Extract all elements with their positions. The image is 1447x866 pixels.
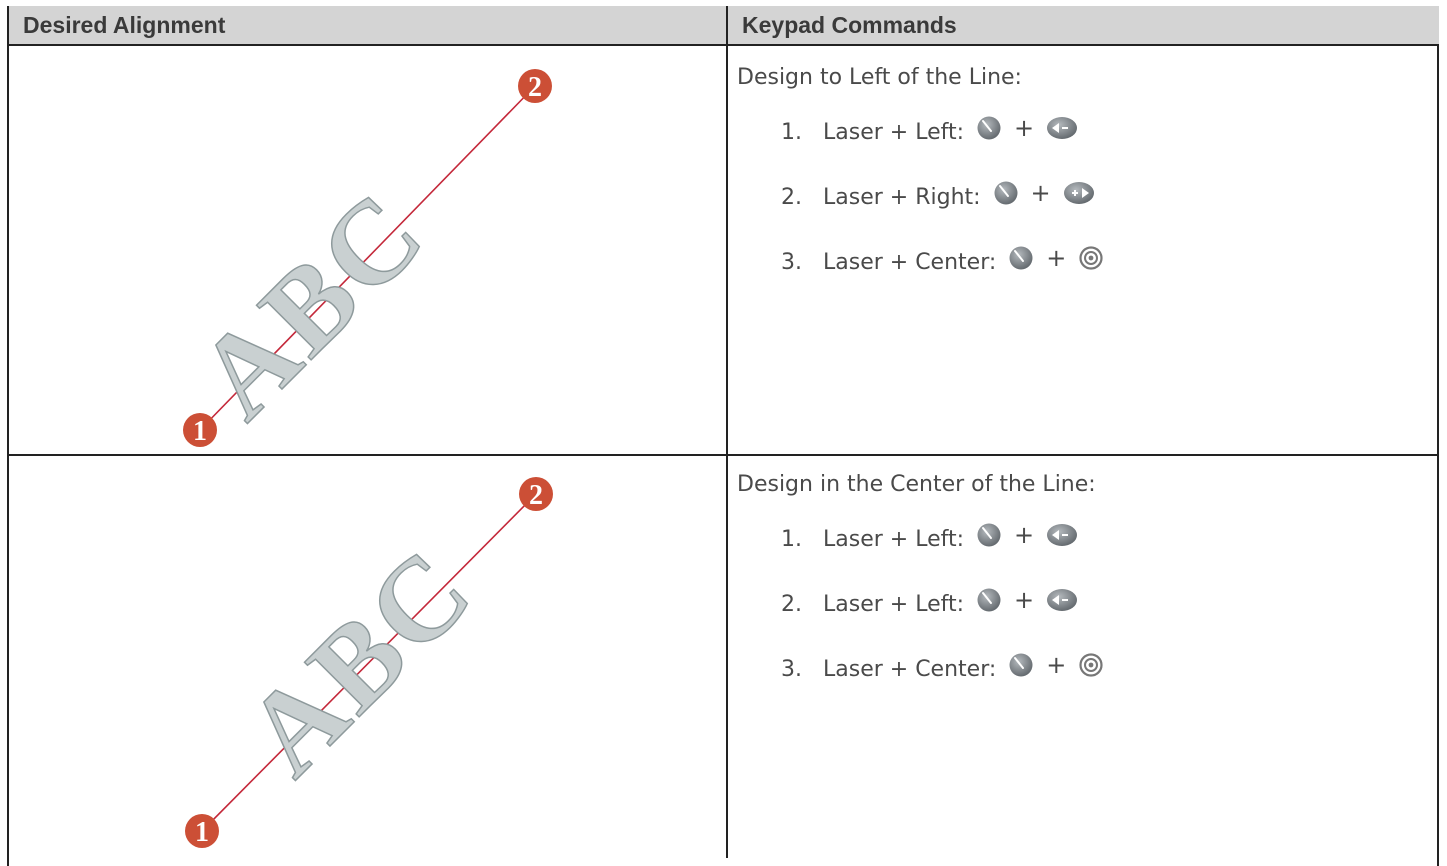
point-marker (519, 477, 553, 511)
plus: + (1014, 520, 1035, 549)
step-number: 2. (781, 592, 802, 617)
point-marker (185, 814, 219, 848)
row-divider (7, 454, 1439, 456)
left-key (1046, 115, 1078, 141)
point-number: 2 (528, 72, 542, 103)
point-number: 1 (195, 817, 209, 848)
step-label: Laser + Left: (823, 527, 965, 552)
step: 3. Laser + Center: + (737, 230, 1427, 295)
step: 3. Laser + Center: + (737, 637, 1427, 702)
plus: + (1014, 113, 1035, 142)
column-divider (726, 6, 728, 858)
center-key (1078, 245, 1104, 271)
step-label: Laser + Center: (823, 250, 997, 275)
commands-cell: Design in the Center of the Line: 1. Las… (737, 463, 1427, 702)
cell-heading: Design to Left of the Line: (737, 65, 1022, 90)
header-text: Keypad Commands (742, 12, 957, 38)
laser-key (1008, 245, 1034, 271)
step-number: 2. (781, 185, 802, 210)
left-key (1046, 522, 1078, 548)
design-text: ABC (172, 165, 449, 442)
plus: + (1046, 650, 1067, 679)
step: 1. Laser + Left: + (737, 507, 1427, 572)
point-number: 2 (529, 480, 543, 511)
step: 2. Laser + Right: + (737, 165, 1427, 230)
step-label: Laser + Center: (823, 657, 997, 682)
step-label: Laser + Left: (823, 592, 965, 617)
right-key (1063, 180, 1095, 206)
laser-key (1008, 652, 1034, 678)
cell-heading: Design in the Center of the Line: (737, 472, 1096, 497)
step-number: 1. (781, 120, 802, 145)
illustration: ABC 1 2 (172, 69, 552, 447)
point-number: 1 (193, 416, 207, 447)
plus: + (1014, 585, 1035, 614)
header-cell: Desired Alignment (9, 6, 726, 46)
commands-cell: Design to Left of the Line: 1. Laser + L… (737, 56, 1427, 295)
design-text: ABC (220, 522, 497, 799)
illustration: ABC 1 2 (185, 477, 553, 848)
laser-key (976, 587, 1002, 613)
step-number: 1. (781, 527, 802, 552)
step-label: Laser + Left: (823, 120, 965, 145)
step: 2. Laser + Left: + (737, 572, 1427, 637)
laser-key (976, 115, 1002, 141)
step-label: Laser + Right: (823, 185, 981, 210)
header-cell: Keypad Commands (728, 6, 1439, 46)
center-key (1078, 652, 1104, 678)
laser-key (993, 180, 1019, 206)
left-key (1046, 587, 1078, 613)
alignment-line (201, 493, 537, 832)
point-marker (183, 413, 217, 447)
alignment-line (199, 85, 536, 431)
point-marker (518, 69, 552, 103)
step-number: 3. (781, 250, 802, 275)
step-number: 3. (781, 657, 802, 682)
plus: + (1046, 243, 1067, 272)
header-text: Desired Alignment (23, 12, 226, 38)
step: 1. Laser + Left: + (737, 100, 1427, 165)
plus: + (1030, 178, 1051, 207)
laser-key (976, 522, 1002, 548)
